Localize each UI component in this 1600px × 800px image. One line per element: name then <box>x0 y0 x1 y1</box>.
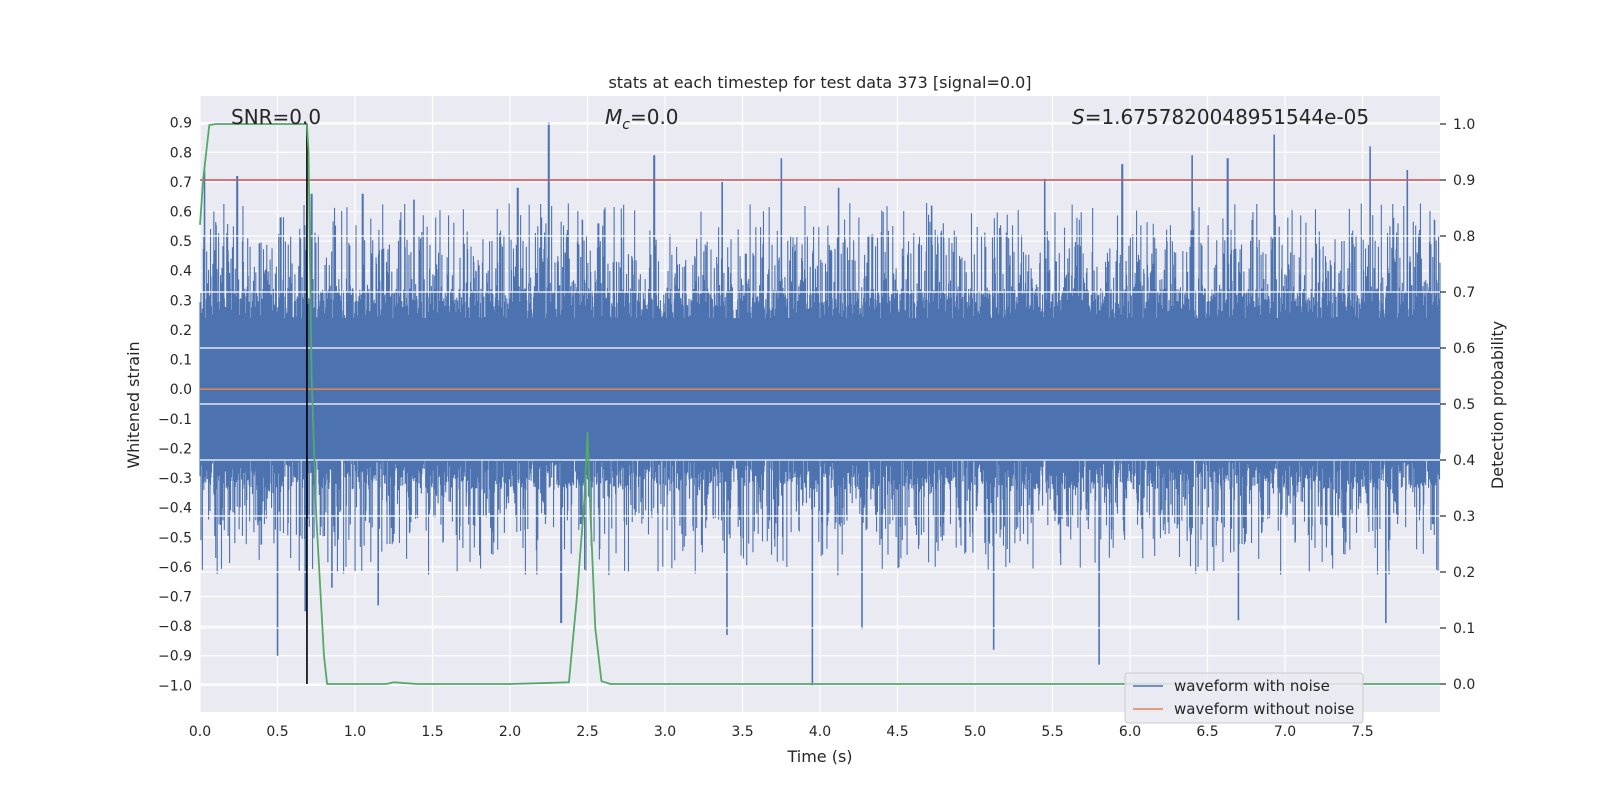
y-right-tick-label: 0.4 <box>1453 453 1475 469</box>
x-axis-label: Time (s) <box>786 747 852 766</box>
y-axis-right-label: Detection probability <box>1488 321 1507 489</box>
s-value: =1.6757820048951544e-05 <box>1085 105 1369 129</box>
x-tick-label: 3.5 <box>731 724 753 740</box>
mc-subscript: c <box>622 117 630 133</box>
y-left-tick-label: 0.1 <box>170 353 192 369</box>
legend-box <box>1124 672 1364 724</box>
x-tick-label: 4.5 <box>886 724 908 740</box>
x-tick-label: 2.0 <box>499 724 521 740</box>
x-tick-label: 1.0 <box>344 724 366 740</box>
y-left-tick-label: 0.5 <box>170 234 192 250</box>
y-left-tick-label: −0.3 <box>158 471 192 487</box>
y-left-tick-label: 0.8 <box>170 145 192 161</box>
y-left-tick-label: −0.8 <box>158 619 192 635</box>
x-tick-label: 0.5 <box>266 724 288 740</box>
x-tick-label: 5.0 <box>964 724 986 740</box>
y-right-tick-label: 0.3 <box>1453 509 1475 525</box>
chart-title: stats at each timestep for test data 373… <box>608 73 1031 92</box>
x-tick-label: 0.0 <box>189 724 211 740</box>
y-left-tick-label: −1.0 <box>158 678 192 694</box>
x-tick-label: 1.5 <box>421 724 443 740</box>
annotation-snr: SNR=0.0 <box>231 105 321 129</box>
x-tick-label: 6.5 <box>1196 724 1218 740</box>
y-left-tick-label: 0.9 <box>170 116 192 132</box>
y-right-tick-label: 0.2 <box>1453 565 1475 581</box>
y-right-tick-label: 0.5 <box>1453 397 1475 413</box>
x-tick-label: 7.5 <box>1351 724 1373 740</box>
y-left-tick-label: −0.6 <box>158 560 192 576</box>
y-right-tick-label: 0.1 <box>1453 621 1475 637</box>
legend: waveform with noise waveform without noi… <box>1124 672 1364 724</box>
y-right-tick-label: 0.8 <box>1453 229 1475 245</box>
y-right-tick-label: 0.0 <box>1453 677 1475 693</box>
y-left-tick-label: 0.4 <box>170 264 192 280</box>
y-left-tick-label: −0.7 <box>158 590 192 606</box>
y-left-tick-label: 0.7 <box>170 175 192 191</box>
y-right-tick-label: 0.6 <box>1453 341 1475 357</box>
y-left-tick-label: 0.2 <box>170 323 192 339</box>
y-right-tick-label: 0.7 <box>1453 285 1475 301</box>
y-right-tick-label: 1.0 <box>1453 117 1475 133</box>
y-axis-right-ticks: 1.0 0.9 0.8 0.7 0.6 0.5 0.4 0.3 0.2 0.1 0.0 <box>1440 117 1475 693</box>
y-left-tick-label: 0.6 <box>170 205 192 221</box>
legend-label-waveform-with-noise: waveform with noise <box>1174 677 1330 695</box>
y-left-tick-label: −0.9 <box>158 649 192 665</box>
y-right-tick-label: 0.9 <box>1453 173 1475 189</box>
legend-label-waveform-without-noise: waveform without noise <box>1174 700 1354 718</box>
x-tick-label: 4.0 <box>809 724 831 740</box>
series-lines <box>199 123 1440 685</box>
x-tick-label: 2.5 <box>576 724 598 740</box>
y-axis-left-ticks: 0.9 0.8 0.7 0.6 0.5 0.4 0.3 0.2 0.1 0.0 −0.1 −0.2 −0… <box>158 116 192 695</box>
y-axis-left-label: Whitened strain <box>124 341 143 468</box>
s-symbol: S <box>1072 105 1085 129</box>
detection-probability-line <box>199 123 1440 685</box>
y-left-tick-label: −0.4 <box>158 501 192 517</box>
y-left-tick-label: −0.5 <box>158 530 192 546</box>
x-tick-label: 6.0 <box>1119 724 1141 740</box>
x-tick-label: 3.0 <box>654 724 676 740</box>
annotation-chirp-mass: Mc=0.0 <box>605 105 679 133</box>
x-axis-ticks: 0.0 0.5 1.0 1.5 2.0 2.5 3.0 3.5 4.0 4.5 5.0 5.5 6.0 6… <box>189 724 1374 740</box>
mc-value: =0.0 <box>630 105 679 129</box>
y-left-tick-label: −0.2 <box>158 441 192 457</box>
x-tick-label: 7.0 <box>1274 724 1296 740</box>
x-tick-label: 5.5 <box>1041 724 1063 740</box>
annotation-statistic: S=1.6757820048951544e-05 <box>1072 105 1369 129</box>
y-left-tick-label: 0.0 <box>170 382 192 398</box>
mc-symbol: M <box>605 105 622 129</box>
y-left-tick-label: 0.3 <box>170 293 192 309</box>
y-left-tick-label: −0.1 <box>158 412 192 428</box>
